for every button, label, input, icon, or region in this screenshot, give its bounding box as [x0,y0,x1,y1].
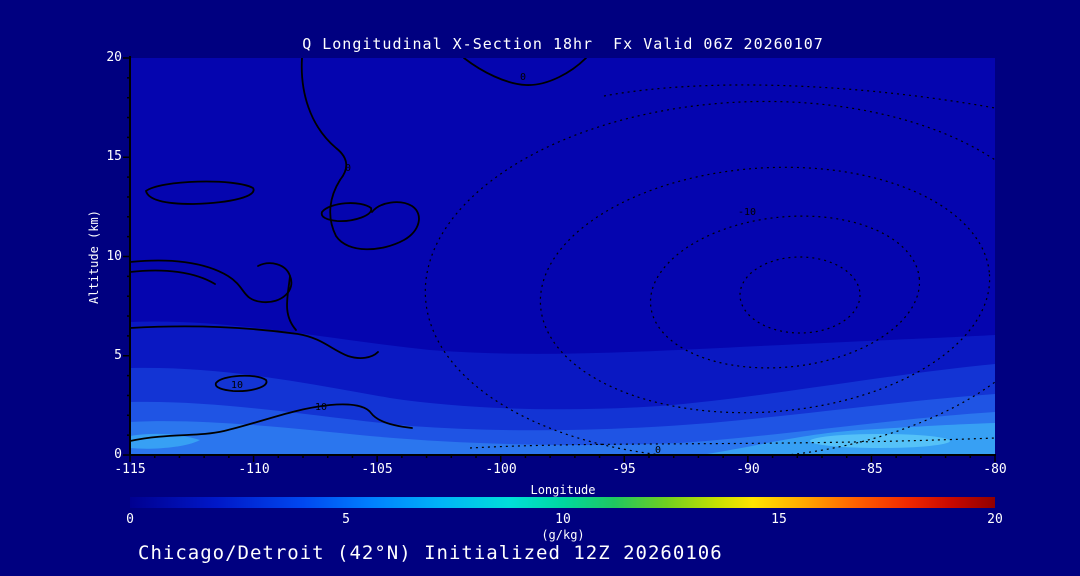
contour-label: 10 [315,402,327,413]
colorbar-tick-label: 5 [342,512,350,527]
contour-label-group: 0 0 -10 10 10 0 [231,72,756,456]
colorbar-gradient [130,497,995,508]
contour-label: 10 [231,380,243,391]
contour-lines-solid [130,58,587,442]
contour-label: 0 [520,72,526,83]
footer-caption: Chicago/Detroit (42°N) Initialized 12Z 2… [138,542,723,564]
x-tick-label: -110 [238,462,270,477]
x-tick-label: -95 [612,462,636,477]
x-axis-label: Longitude [530,483,596,497]
x-tick-label: -80 [983,462,1007,477]
y-axis-label: Altitude (km) [87,210,101,304]
moisture-fill [130,58,995,455]
axis-lines [129,56,996,456]
page-title: Q Longitudinal X-Section 18hr Fx Valid 0… [302,35,824,53]
x-tick-label: -85 [859,462,883,477]
colorbar-tick-label: 15 [771,512,787,527]
colorbar-units-label: (g/kg) [541,528,585,542]
y-tick-label: 0 [114,447,122,462]
x-tick-label: -105 [361,462,393,477]
contour-label: 0 [655,445,661,456]
y-tick-label: 5 [114,348,122,363]
colorbar-tick-label: 10 [555,512,571,527]
x-tick-label: -100 [485,462,517,477]
contour-lines-dotted [424,84,995,455]
x-tick-label: -115 [114,462,146,477]
y-tick-label: 10 [106,249,122,264]
axis-ticks [123,57,996,462]
colorbar-tick-label: 20 [987,512,1003,527]
colorbar-tick-label: 0 [126,512,134,527]
contour-label: -10 [738,207,756,218]
y-tick-label: 15 [106,149,122,164]
y-tick-label: 20 [106,50,122,65]
x-tick-label: -90 [736,462,760,477]
contour-label: 0 [345,163,351,174]
